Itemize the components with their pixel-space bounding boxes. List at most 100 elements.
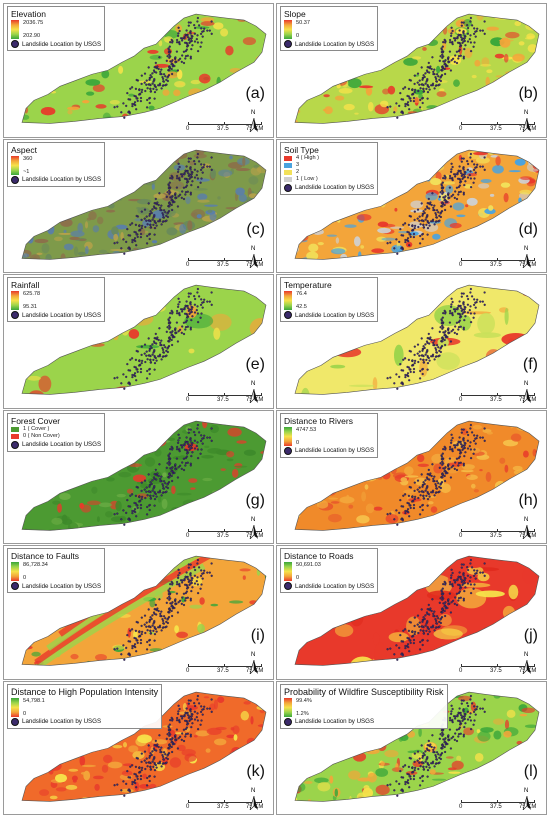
scale-tick-end: 75 KM: [246, 532, 264, 539]
scale-tick-mid: 37.5: [490, 397, 502, 403]
panel-c-landslide-points: [113, 152, 213, 255]
scale-tick-end: 75 KM: [519, 803, 537, 810]
panel-e-landslide-points: [113, 287, 213, 390]
legend-title: Probability of Wildfire Susceptibility R…: [284, 686, 444, 697]
panel-label: (e): [245, 356, 265, 373]
scale-tick-0: 0: [459, 126, 463, 132]
scale-tick-0: 0: [459, 261, 463, 268]
color-ramp: [284, 291, 292, 310]
north-arrow-icon: N: [522, 652, 532, 675]
legend-title: Slope: [284, 9, 306, 19]
legend-max-value: 360: [23, 155, 33, 162]
scale-tick-mid: 37.5: [490, 668, 502, 674]
legend-landslide-entry: Landslide Location by USGS: [11, 40, 101, 48]
panel-label: (g): [245, 491, 265, 509]
scale-tick-mid: 37.5: [490, 126, 502, 132]
class-swatch: [11, 426, 19, 432]
landslide-dot-icon: [284, 311, 292, 319]
panel-label: (b): [518, 85, 538, 102]
class-swatch: [11, 433, 19, 439]
landslide-dot-icon: [284, 717, 292, 726]
legend-landslide-entry: Landslide Location by USGS: [11, 440, 101, 449]
class-swatch: [284, 155, 292, 161]
scale-tick-mid: 37.5: [217, 668, 229, 674]
landslide-dot-icon: [11, 175, 19, 184]
scale-tick-mid: 37.5: [217, 803, 229, 810]
panel-j-legend: Distance to Roads 50,691.03 0 Landslide Loc…: [280, 548, 379, 593]
legend-ramp-row: 360 ~1: [11, 155, 101, 175]
legend-title: Distance to Roads: [284, 551, 354, 561]
north-label: N: [251, 787, 256, 794]
panel-i-legend: Distance to Faults 86,728.34 0 Landslide Lo…: [7, 548, 106, 593]
panel-h-legend: Distance to Rivers 4747.53 0 Landslide Loca…: [280, 412, 379, 458]
legend-landslide-entry: Landslide Location by USGS: [11, 311, 101, 319]
legend-min-value: 0: [23, 710, 27, 717]
panel-f: Temperature 76.4 42.5 Landslide Location by…: [276, 274, 547, 409]
legend-min-value: 95.31: [23, 304, 37, 310]
scale-bar: 0 37.5 75 KM: [459, 528, 539, 543]
legend-min-value: 202.90: [23, 33, 41, 39]
legend-landslide-entry: Landslide Location by USGS: [284, 446, 374, 455]
legend-max-value: 99.4%: [296, 697, 312, 704]
legend-max-value: 2036.75: [23, 20, 44, 26]
color-ramp: [11, 291, 19, 310]
legend-class: 0 ( Non Cover): [11, 433, 101, 440]
panel-f-map: [294, 284, 540, 395]
color-ramp: [11, 20, 19, 39]
north-label: N: [524, 787, 529, 794]
scale-tick-0: 0: [186, 803, 190, 810]
color-ramp: [11, 697, 19, 717]
scale-tick-0: 0: [186, 261, 190, 268]
color-ramp: [11, 562, 19, 581]
north-label: N: [524, 110, 529, 116]
class-swatch: [284, 169, 292, 175]
north-arrow-icon: N: [522, 787, 532, 811]
scale-tick-mid: 37.5: [490, 261, 502, 268]
north-label: N: [524, 245, 529, 252]
scale-bar: 0 37.5 75 KM: [186, 664, 266, 678]
north-arrow-icon: N: [522, 110, 532, 133]
scale-tick-end: 75 KM: [246, 668, 264, 674]
scale-tick-0: 0: [459, 532, 463, 539]
panel-g-landslide-points: [113, 423, 213, 526]
scale-tick-mid: 37.5: [217, 397, 229, 403]
color-ramp: [284, 20, 292, 39]
landslide-dot-icon: [284, 183, 292, 192]
north-label: N: [251, 110, 256, 116]
legend-title: Distance to High Population Intensity: [11, 686, 159, 697]
panel-k-legend: Distance to High Population Intensity 54,…: [7, 683, 163, 729]
panel-l-landslide-points: [386, 694, 486, 797]
scale-tick-end: 75 KM: [246, 261, 264, 268]
panel-i: Distance to Faults 86,728.34 0 Landslide Lo…: [3, 545, 274, 680]
legend-landslide-entry: Landslide Location by USGS: [284, 40, 374, 48]
legend-ramp-row: 4747.53 0: [284, 426, 374, 446]
scale-bar: 0 37.5 75 KM: [186, 799, 266, 814]
scale-tick-0: 0: [459, 668, 463, 674]
scale-bar: 0 37.5 75 KM: [459, 393, 539, 407]
legend-landslide-entry: Landslide Location by USGS: [284, 183, 374, 192]
landslide-dot-icon: [284, 582, 292, 590]
north-label: N: [524, 516, 529, 523]
landslide-label: Landslide Location by USGS: [22, 176, 102, 183]
scale-tick-mid: 37.5: [217, 261, 229, 268]
scale-bar: 0 37.5 75 KM: [459, 257, 539, 272]
landslide-label: Landslide Location by USGS: [295, 718, 375, 725]
north-arrow-icon: N: [249, 652, 259, 675]
panel-d-map: [294, 149, 540, 260]
panel-a-map: [21, 13, 267, 124]
landslide-dot-icon: [11, 311, 19, 319]
legend-ramp-row: 50.37 0: [284, 20, 374, 39]
north-arrow-icon: N: [249, 246, 259, 269]
landslide-dot-icon: [11, 582, 19, 590]
panel-label: (c): [246, 220, 265, 238]
scale-bar: 0 37.5 75 KM: [459, 664, 539, 678]
north-arrow-icon: N: [522, 245, 532, 269]
legend-title: Elevation: [11, 9, 46, 19]
scale-tick-end: 75 KM: [519, 126, 537, 132]
panel-label: (d): [518, 220, 538, 238]
scale-bar: 0 37.5 75 KM: [186, 393, 266, 407]
color-ramp: [284, 562, 292, 581]
landslide-label: Landslide Location by USGS: [22, 40, 102, 48]
legend-max-value: 54,798.1: [23, 697, 45, 704]
scale-tick-0: 0: [186, 397, 190, 403]
